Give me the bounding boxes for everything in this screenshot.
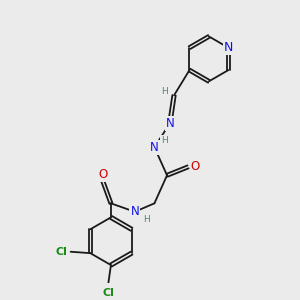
Text: N: N — [130, 205, 139, 218]
Text: H: H — [161, 136, 168, 145]
Text: H: H — [161, 88, 168, 97]
Text: N: N — [224, 41, 233, 54]
Text: H: H — [143, 215, 150, 224]
Text: Cl: Cl — [56, 247, 67, 257]
Text: Cl: Cl — [102, 288, 114, 298]
Text: O: O — [190, 160, 200, 173]
Text: N: N — [166, 117, 174, 130]
Text: O: O — [98, 168, 107, 181]
Text: N: N — [150, 141, 159, 154]
